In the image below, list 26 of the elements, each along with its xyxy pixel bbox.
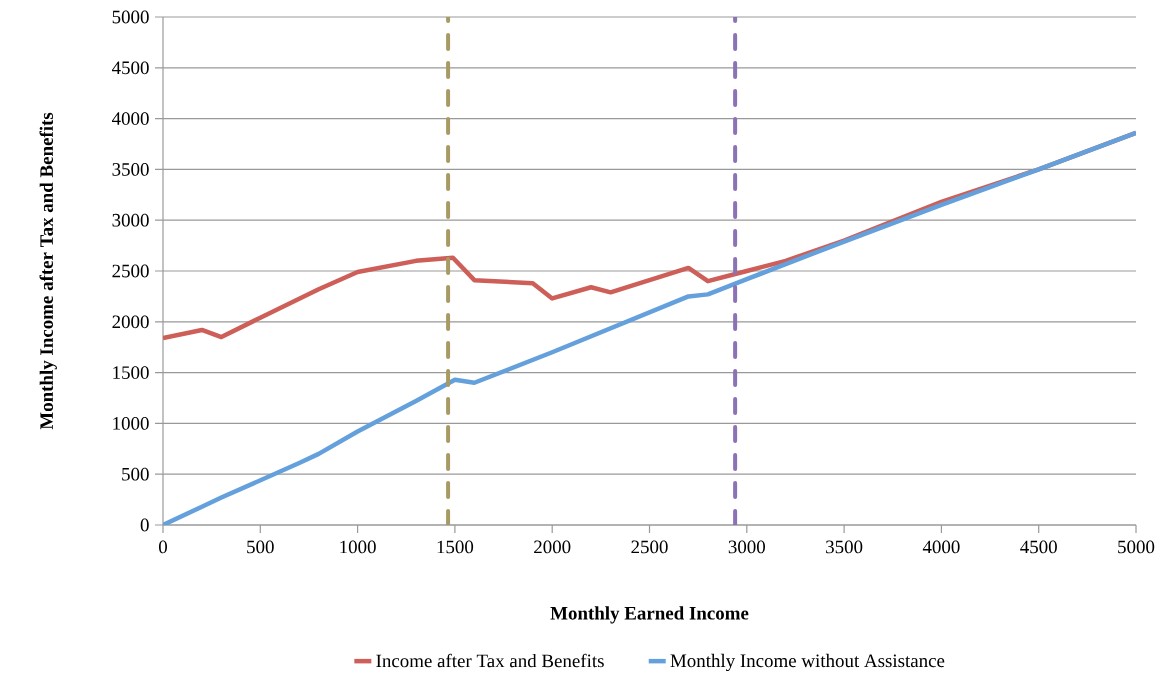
- legend-label: Income after Tax and Benefits: [376, 653, 604, 668]
- y-tick-label: 500: [122, 467, 149, 481]
- x-tick-label: 2500: [631, 540, 668, 554]
- y-tick-label: 4500: [112, 61, 149, 75]
- y-tick-label: 3000: [112, 213, 149, 227]
- legend-label: Monthly Income without Assistance: [670, 653, 945, 672]
- y-tick-label: 3500: [112, 163, 149, 176]
- x-tick-label: 1000: [340, 540, 376, 554]
- x-tick-label: 5000: [1118, 540, 1155, 554]
- y-tick-label: 1500: [113, 366, 149, 379]
- x-tick-label: 3000: [728, 540, 765, 554]
- y-axis-title: Monthly Income after Tax and Benefits: [39, 112, 57, 430]
- x-tick-label: 3500: [826, 540, 863, 554]
- y-tick-label: 4000: [112, 112, 149, 125]
- x-axis-title: Monthly Earned Income: [550, 606, 749, 624]
- x-tick-label: 2000: [534, 540, 571, 554]
- y-tick-label: 1000: [113, 417, 149, 430]
- y-tick-label: 5000: [112, 10, 149, 24]
- x-tick-label: 4500: [1020, 540, 1057, 554]
- y-tick-label: 2000: [112, 315, 149, 329]
- x-tick-label: 500: [247, 540, 274, 554]
- x-tick-label: 0: [158, 540, 167, 554]
- x-tick-label: 1500: [437, 540, 474, 554]
- y-tick-label: 2500: [112, 264, 149, 278]
- x-tick-label: 4000: [922, 540, 960, 554]
- y-tick-label: 0: [140, 518, 149, 532]
